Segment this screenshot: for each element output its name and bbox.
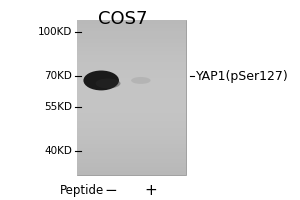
Bar — [76, 51, 186, 55]
Bar — [76, 43, 186, 47]
Bar — [76, 136, 186, 140]
Bar — [76, 124, 186, 128]
Bar — [76, 62, 186, 66]
Bar — [76, 132, 186, 136]
Text: Peptide: Peptide — [60, 184, 104, 197]
Bar — [76, 167, 186, 171]
Bar — [76, 31, 186, 35]
Text: 100KD: 100KD — [38, 27, 73, 37]
Bar — [76, 90, 186, 93]
Bar — [76, 59, 186, 62]
Bar — [76, 55, 186, 59]
Bar — [76, 128, 186, 132]
Ellipse shape — [83, 71, 119, 90]
Bar — [76, 155, 186, 159]
Bar — [76, 93, 186, 97]
Bar — [76, 101, 186, 105]
Bar — [76, 66, 186, 70]
Text: −: − — [104, 183, 117, 198]
Bar — [76, 86, 186, 90]
Bar — [76, 35, 186, 39]
Text: COS7: COS7 — [98, 10, 148, 28]
Text: 40KD: 40KD — [45, 146, 73, 156]
Bar — [76, 28, 186, 31]
Bar — [76, 70, 186, 74]
Bar — [76, 159, 186, 163]
Ellipse shape — [96, 78, 121, 88]
Text: 70KD: 70KD — [45, 71, 73, 81]
Bar — [76, 140, 186, 144]
Bar — [76, 144, 186, 148]
Bar — [76, 20, 186, 175]
Bar — [76, 113, 186, 117]
Text: 55KD: 55KD — [44, 102, 73, 112]
Bar — [76, 148, 186, 152]
Bar — [76, 24, 186, 28]
Bar — [76, 109, 186, 113]
Ellipse shape — [131, 77, 151, 84]
Bar — [76, 117, 186, 121]
Bar — [76, 47, 186, 51]
Bar — [76, 39, 186, 43]
Bar — [76, 171, 186, 175]
Bar — [76, 121, 186, 124]
Bar — [76, 20, 186, 24]
Bar — [76, 78, 186, 82]
Bar — [76, 163, 186, 167]
Bar — [76, 105, 186, 109]
Bar — [76, 82, 186, 86]
Bar — [76, 152, 186, 155]
Bar — [76, 97, 186, 101]
Text: YAP1(pSer127): YAP1(pSer127) — [196, 70, 288, 83]
Bar — [76, 74, 186, 78]
Text: +: + — [144, 183, 157, 198]
